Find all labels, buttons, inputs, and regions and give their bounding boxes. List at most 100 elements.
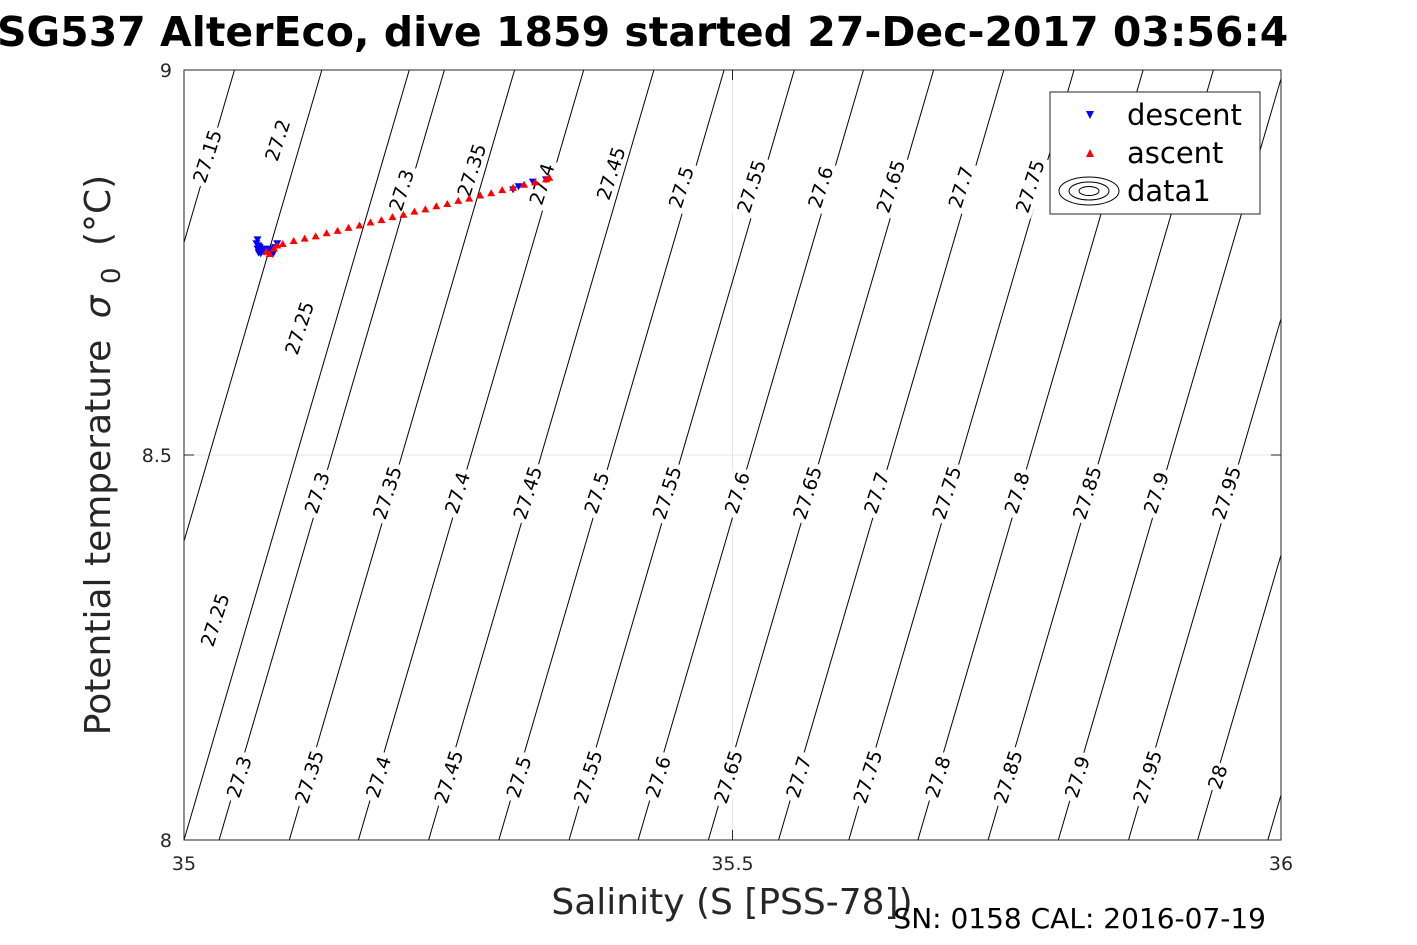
ascent-point	[432, 202, 441, 210]
contour-label-bg	[919, 749, 956, 805]
ascent-point	[355, 221, 364, 229]
contour-label-bg	[780, 749, 817, 805]
ascent-point	[399, 210, 408, 218]
ascent-point	[322, 229, 331, 237]
contour-label-bg	[802, 159, 839, 215]
contour-label: 27.4	[359, 749, 397, 805]
ascent-point	[366, 218, 375, 226]
x-tick-label: 36	[1269, 853, 1293, 875]
contour-label: 27.5	[578, 465, 615, 520]
footer-serial-cal: SN: 0158 CAL: 2016-07-19	[893, 902, 1266, 935]
contour-label-bg	[787, 460, 827, 526]
descent-point	[253, 236, 262, 244]
y-axis-title-subscript: 0	[97, 267, 127, 284]
contour-label: 27.6	[718, 465, 756, 520]
ascent-point	[498, 186, 507, 194]
contour-label-bg	[289, 744, 329, 810]
contour-label-bg	[1202, 760, 1233, 794]
ascent-point	[262, 247, 271, 255]
ascent-point	[344, 223, 353, 231]
ascent-point	[388, 213, 397, 221]
x-axis-title: Salinity (S [PSS-78])	[551, 882, 912, 923]
legend-ascent-marker	[1086, 149, 1094, 157]
ascent-point	[520, 180, 529, 188]
y-axis-title-group: Potential temperature σ 0 (°C)	[78, 175, 129, 735]
contour-line-27-95	[1128, 316, 1281, 840]
ascent-point	[465, 194, 474, 202]
contour-label-bg	[639, 749, 677, 805]
contour-label-bg	[942, 159, 979, 215]
legend-descent-label: descent	[1127, 98, 1242, 132]
contour-label-bg	[1066, 460, 1107, 526]
contour-label: 27.5	[662, 159, 700, 215]
contour-label-bg	[998, 465, 1035, 520]
contour-label-bg	[383, 162, 420, 218]
contour-label-bg	[1137, 465, 1175, 520]
contour-label-bg	[708, 744, 748, 810]
legend-ascent-label: ascent	[1127, 136, 1223, 170]
contour-label-bg	[259, 112, 296, 168]
ascent-point	[311, 232, 320, 240]
contour-label-bg	[367, 460, 407, 526]
contour-label-bg	[1206, 460, 1247, 526]
contour-label-bg	[858, 465, 895, 520]
ascent-point	[454, 196, 463, 204]
contour-label-bg	[567, 744, 608, 810]
contour-label-bg	[646, 460, 687, 526]
contour-label-bg	[718, 465, 756, 520]
contour-label-bg	[926, 460, 967, 526]
contour-label-bg	[428, 744, 469, 810]
ascent-point	[476, 191, 485, 199]
ascent-point	[377, 216, 386, 224]
ascent-point	[278, 240, 287, 248]
ascent-point	[410, 207, 419, 215]
contour-label-bg	[507, 460, 548, 526]
contour-label-bg	[220, 749, 258, 805]
ascent-point	[289, 236, 298, 244]
y-axis-title-text: Potential temperature	[78, 340, 119, 735]
contour-line-27-45	[428, 70, 655, 840]
contour-label: 27.9	[1058, 749, 1096, 805]
contour-label-bg	[662, 159, 700, 215]
ascent-point	[509, 183, 518, 191]
ascent-point	[443, 199, 452, 207]
contour-line-27-25	[184, 70, 410, 840]
contour-label-bg	[987, 744, 1028, 810]
contour-line-27-15	[184, 70, 235, 245]
contour-label-bg	[298, 465, 335, 520]
contour-line-28	[1197, 553, 1281, 840]
axis-ticks: 35 35.5 36 8 8.5 9	[142, 60, 1293, 875]
y-tick-label: 8.5	[142, 445, 172, 467]
contour-line-27-2	[184, 70, 323, 544]
contour-label-bg	[847, 744, 888, 810]
contour-label-bg	[1058, 749, 1096, 805]
legend-descent-marker	[1086, 111, 1094, 119]
y-axis-title: Potential temperature σ 0 (°C)	[78, 175, 129, 735]
y-axis-title-unit: (°C)	[78, 175, 119, 246]
x-tick-label: 35	[172, 853, 196, 875]
contour-label-bg	[187, 123, 227, 189]
legend-data1-contour-icon	[1058, 176, 1120, 206]
y-tick-label: 8	[160, 830, 172, 852]
descent-point	[514, 183, 523, 191]
ascent-point	[531, 178, 540, 186]
contour-label-bg	[438, 465, 476, 520]
contour-label: 28	[1202, 760, 1233, 794]
contour-label-bg	[359, 749, 397, 805]
ascent-point	[333, 226, 342, 234]
contour-label-bg	[451, 137, 492, 203]
contour-label-bg	[500, 749, 537, 805]
contour-label-bg	[870, 153, 911, 219]
contour-label-bg	[731, 153, 772, 219]
y-tick-label: 9	[160, 60, 172, 82]
contour-label-bg	[1009, 153, 1050, 219]
descent-point	[265, 245, 274, 253]
contour-label-bg	[590, 140, 631, 206]
contour-label-bg	[578, 465, 615, 520]
contour-label-bg	[523, 156, 560, 212]
legend-box	[1049, 91, 1261, 215]
series-ascent	[262, 173, 554, 258]
ascent-point	[487, 189, 496, 197]
legend: descent ascent data1	[1049, 91, 1261, 215]
